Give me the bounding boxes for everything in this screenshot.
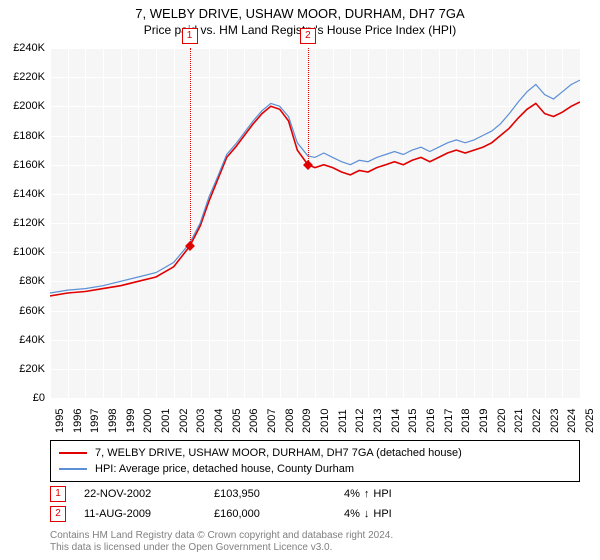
y-axis-tick-label: £40K	[0, 334, 45, 346]
y-axis-tick-label: £120K	[0, 217, 45, 229]
transaction-diff-label: HPI	[373, 488, 391, 500]
marker-label-box: 1	[182, 28, 198, 44]
x-axis-tick-label: 2018	[460, 409, 472, 433]
transaction-diff-pct: 4%	[344, 488, 360, 500]
y-axis-tick-label: £80K	[0, 275, 45, 287]
marker-vline	[308, 48, 309, 165]
transaction-marker: 2	[50, 506, 66, 522]
footer-attribution: Contains HM Land Registry data © Crown c…	[50, 530, 393, 554]
transactions-table: 1 22-NOV-2002£103,9504% ↑HPI 2 11-AUG-2009£1…	[50, 484, 580, 524]
transaction-price: £160,000	[214, 508, 344, 520]
x-axis-tick-label: 2009	[301, 409, 313, 433]
x-axis-tick-label: 2006	[248, 409, 260, 433]
x-axis-tick-label: 2017	[443, 409, 455, 433]
x-axis-tick-label: 2007	[266, 409, 278, 433]
x-axis-tick-label: 1995	[54, 409, 66, 433]
series-line-price_paid	[50, 102, 580, 296]
x-axis-tick-label: 2011	[337, 409, 349, 433]
x-axis-tick-label: 1997	[89, 409, 101, 433]
transaction-price: £103,950	[214, 488, 344, 500]
marker-vline	[190, 48, 191, 246]
y-axis-tick-label: £20K	[0, 363, 45, 375]
x-axis-tick-label: 2012	[354, 409, 366, 433]
y-axis-tick-label: £160K	[0, 159, 45, 171]
x-axis-tick-label: 2004	[213, 409, 225, 433]
marker-label-box: 2	[300, 28, 316, 44]
gridline-horizontal	[50, 398, 580, 399]
x-axis-tick-label: 2020	[496, 409, 508, 433]
chart-container: 7, WELBY DRIVE, USHAW MOOR, DURHAM, DH7 …	[0, 0, 600, 560]
x-axis-tick-label: 2013	[372, 409, 384, 433]
y-axis-tick-label: £0	[0, 392, 45, 404]
x-axis-tick-label: 2016	[425, 409, 437, 433]
legend-label: 7, WELBY DRIVE, USHAW MOOR, DURHAM, DH7 …	[95, 447, 462, 459]
x-axis-tick-label: 2022	[531, 409, 543, 433]
x-axis-tick-label: 2001	[160, 409, 172, 433]
legend-swatch	[59, 468, 87, 470]
y-axis-tick-label: £240K	[0, 42, 45, 54]
chart-lines	[50, 48, 580, 398]
chart-plot-area: 12 £0£20K£40K£60K£80K£100K£120K£140K£160…	[50, 48, 580, 398]
gridline-vertical	[580, 48, 581, 398]
chart-title: 7, WELBY DRIVE, USHAW MOOR, DURHAM, DH7 …	[0, 0, 600, 21]
transaction-date: 22-NOV-2002	[84, 488, 214, 500]
transaction-diff: 4% ↓HPI	[344, 508, 434, 520]
y-axis-tick-label: £180K	[0, 130, 45, 142]
x-axis-tick-label: 2010	[319, 409, 331, 433]
x-axis-tick-label: 2003	[195, 409, 207, 433]
transaction-diff-pct: 4%	[344, 508, 360, 520]
footer-line-2: This data is licensed under the Open Gov…	[50, 542, 393, 554]
legend-item: HPI: Average price, detached house, Coun…	[59, 461, 571, 477]
transaction-row: 1 22-NOV-2002£103,9504% ↑HPI	[50, 484, 580, 504]
arrow-up-icon: ↑	[364, 488, 370, 500]
arrow-down-icon: ↓	[364, 508, 370, 520]
x-axis-tick-label: 2014	[390, 409, 402, 433]
x-axis-tick-label: 2008	[284, 409, 296, 433]
transaction-diff-label: HPI	[373, 508, 391, 520]
x-axis-tick-label: 2023	[549, 409, 561, 433]
x-axis-tick-label: 2024	[566, 409, 578, 433]
y-axis-tick-label: £220K	[0, 71, 45, 83]
transaction-row: 2 11-AUG-2009£160,0004% ↓HPI	[50, 504, 580, 524]
x-axis-tick-label: 2015	[407, 409, 419, 433]
series-line-hpi	[50, 80, 580, 293]
x-axis-tick-label: 2025	[584, 409, 596, 433]
x-axis-tick-label: 2000	[142, 409, 154, 433]
legend-item: 7, WELBY DRIVE, USHAW MOOR, DURHAM, DH7 …	[59, 445, 571, 461]
x-axis-tick-label: 2019	[478, 409, 490, 433]
x-axis-tick-label: 1996	[72, 409, 84, 433]
x-axis-tick-label: 1999	[125, 409, 137, 433]
y-axis-tick-label: £140K	[0, 188, 45, 200]
x-axis-tick-label: 1998	[107, 409, 119, 433]
transaction-diff: 4% ↑HPI	[344, 488, 434, 500]
x-axis-tick-label: 2002	[178, 409, 190, 433]
transaction-marker: 1	[50, 486, 66, 502]
legend-swatch	[59, 452, 87, 454]
footer-line-1: Contains HM Land Registry data © Crown c…	[50, 530, 393, 542]
y-axis-tick-label: £200K	[0, 100, 45, 112]
transaction-date: 11-AUG-2009	[84, 508, 214, 520]
x-axis-tick-label: 2005	[231, 409, 243, 433]
y-axis-tick-label: £100K	[0, 246, 45, 258]
legend-label: HPI: Average price, detached house, Coun…	[95, 463, 354, 475]
legend-box: 7, WELBY DRIVE, USHAW MOOR, DURHAM, DH7 …	[50, 440, 580, 482]
y-axis-tick-label: £60K	[0, 305, 45, 317]
x-axis-tick-label: 2021	[513, 409, 525, 433]
